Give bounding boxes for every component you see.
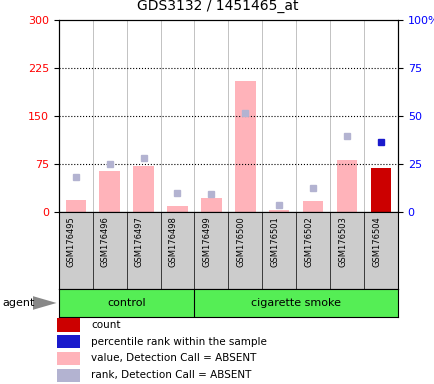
Bar	[201, 198, 221, 212]
Text: GSM176500: GSM176500	[236, 216, 245, 267]
Bar	[235, 81, 255, 212]
Text: control: control	[107, 298, 145, 308]
Text: rank, Detection Call = ABSENT: rank, Detection Call = ABSENT	[91, 370, 251, 380]
Bar	[133, 166, 153, 212]
Bar	[56, 318, 80, 332]
Bar	[167, 206, 187, 212]
Text: GSM176495: GSM176495	[66, 216, 76, 267]
Bar	[370, 167, 390, 212]
Bar	[302, 201, 322, 212]
Polygon shape	[33, 296, 56, 310]
Text: GSM176503: GSM176503	[337, 216, 346, 267]
Text: GSM176497: GSM176497	[134, 216, 143, 267]
Text: GSM176498: GSM176498	[168, 216, 177, 267]
Text: value, Detection Call = ABSENT: value, Detection Call = ABSENT	[91, 353, 256, 364]
Text: percentile rank within the sample: percentile rank within the sample	[91, 337, 266, 347]
Bar	[336, 160, 356, 212]
Text: cigarette smoke: cigarette smoke	[251, 298, 340, 308]
Bar	[56, 369, 80, 382]
Text: agent: agent	[2, 298, 34, 308]
Text: GSM176502: GSM176502	[303, 216, 312, 267]
Bar	[99, 171, 119, 212]
Bar	[56, 335, 80, 348]
Bar	[56, 352, 80, 365]
Bar	[66, 200, 85, 212]
Text: GSM176504: GSM176504	[371, 216, 380, 267]
Text: GSM176499: GSM176499	[202, 216, 211, 267]
Text: count: count	[91, 320, 121, 330]
Text: GDS3132 / 1451465_at: GDS3132 / 1451465_at	[136, 0, 298, 13]
Text: GSM176496: GSM176496	[100, 216, 109, 267]
Bar	[269, 210, 289, 212]
Text: GSM176501: GSM176501	[270, 216, 279, 267]
Bar	[370, 167, 390, 212]
